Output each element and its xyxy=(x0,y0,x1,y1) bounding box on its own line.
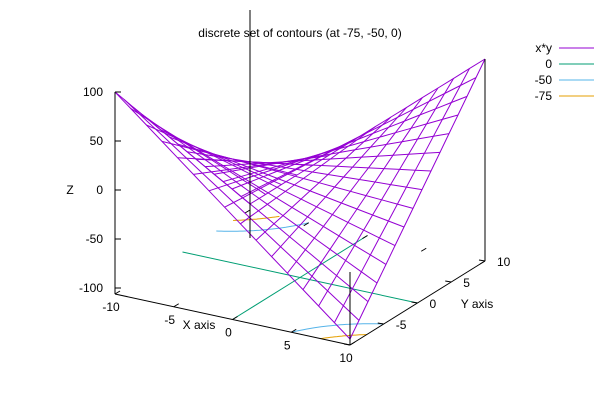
surface-line xyxy=(349,58,486,340)
y-tick-mark xyxy=(377,322,384,325)
x-tick-mark xyxy=(303,222,310,227)
y-tick-label: 10 xyxy=(497,255,511,269)
x-tick-mark xyxy=(173,303,180,308)
x-tick-label: -5 xyxy=(164,313,175,327)
z-tick-label: 50 xyxy=(90,134,104,148)
y-tick-label: -5 xyxy=(396,318,407,332)
z-tick-label: -100 xyxy=(79,281,103,295)
x-tick-label: 0 xyxy=(225,326,232,340)
x-tick-mark xyxy=(114,290,121,295)
z-tick-labels: 100 50 0 -50 -100 xyxy=(79,85,103,295)
y-tick-label: 5 xyxy=(463,276,470,290)
surface-line xyxy=(114,91,351,340)
surface-line xyxy=(271,107,407,257)
x-tick-mark xyxy=(290,328,297,333)
contour-line--75 xyxy=(233,215,280,221)
y-tick-mark xyxy=(478,259,486,262)
contour-layer xyxy=(182,215,418,340)
surface-mesh xyxy=(114,58,486,340)
base-axes xyxy=(114,209,486,346)
z-tick-label: 0 xyxy=(96,183,103,197)
x-tick-mark xyxy=(244,209,251,214)
contour-line--75 xyxy=(320,334,367,340)
surface-line xyxy=(333,68,470,323)
y-tick-mark xyxy=(343,343,351,346)
legend-label: 0 xyxy=(545,57,552,71)
surface-line xyxy=(132,106,369,302)
legend: x*y 0 -50 -75 xyxy=(535,41,594,103)
x-tick-label: 5 xyxy=(284,338,291,352)
x-axis-label: X axis xyxy=(183,318,216,332)
chart-title: discrete set of contours (at -75, -50, 0… xyxy=(198,26,401,40)
contour-line-0 xyxy=(232,235,368,320)
y-tick-mark xyxy=(411,301,418,304)
surface-line xyxy=(249,58,486,205)
x-tick-mark xyxy=(232,316,238,320)
surface-line xyxy=(123,99,360,321)
surface-line xyxy=(302,87,439,290)
x-tick-mark xyxy=(479,260,486,265)
z-tick-label: 100 xyxy=(83,85,103,99)
x-tick-label: 10 xyxy=(339,351,353,365)
x-tick-labels: -10 -5 0 5 10 xyxy=(102,300,353,365)
surface-line xyxy=(255,116,392,241)
legend-label: x*y xyxy=(535,41,552,55)
surface-line xyxy=(240,126,376,225)
legend-label: -50 xyxy=(535,73,553,87)
surface-line xyxy=(287,97,423,274)
contour-line--50 xyxy=(216,222,309,232)
y-axis-label: Y axis xyxy=(461,297,493,311)
z-axis-label: Z xyxy=(66,183,73,197)
y-tick-mark xyxy=(445,280,452,283)
contour-line--50 xyxy=(291,323,384,333)
x-tick-label: -10 xyxy=(102,300,120,314)
z-tick-label: -50 xyxy=(86,232,104,246)
x-tick-mark xyxy=(349,341,356,346)
legend-label: -75 xyxy=(535,89,553,103)
y-tick-label: 0 xyxy=(430,297,437,311)
y-tick-labels: -5 0 5 10 xyxy=(396,255,511,332)
vertical-axes xyxy=(114,10,486,345)
x-tick-mark xyxy=(362,235,368,239)
surface-line xyxy=(318,78,455,307)
x-tick-mark xyxy=(420,247,427,252)
